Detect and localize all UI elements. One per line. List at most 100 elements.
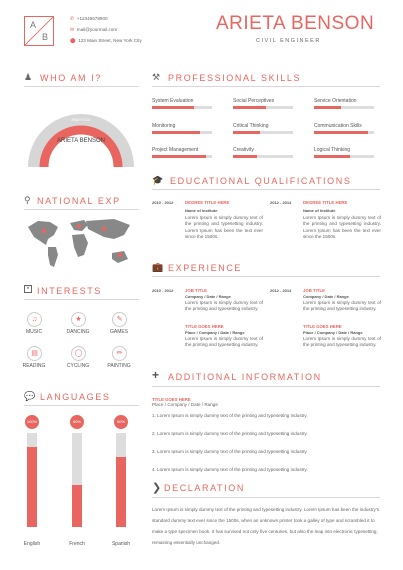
monogram-b: B — [42, 32, 49, 42]
edu-text: Lorem Ipsum is simply dummy text of the … — [303, 215, 381, 239]
skill-bar-track — [233, 131, 293, 134]
experience-title: EXPERIENCE — [168, 263, 243, 273]
edu-years: 2012 - 2014 — [270, 200, 292, 205]
edu-years: 2010 - 2012 — [152, 200, 174, 205]
language-bar-fill — [72, 484, 82, 527]
skill-bar-track — [152, 155, 212, 158]
monogram: A B — [24, 16, 54, 46]
edu-text: Lorem Ipsum is simply dummy text of the … — [185, 215, 263, 239]
skill-label: Logical Thinking — [314, 147, 351, 153]
skill-bar-fill — [233, 131, 260, 134]
skills-divider — [152, 86, 380, 87]
phone-text: +12345678900 — [76, 16, 108, 21]
personality-gauge: ARIETA BENSON ANALYTICAL — [28, 114, 134, 168]
interest-label: READING — [22, 363, 46, 369]
declaration-text: Lorem Ipsum is simply dummy text of the … — [152, 507, 380, 545]
exp-place: Place / Company / Date / Range — [303, 330, 363, 335]
experience-divider — [152, 276, 380, 277]
additional-item: 1. Lorem Ipsum is simply dummy text of t… — [152, 413, 308, 418]
exp-title2: TITLE GOES HERE — [303, 324, 342, 329]
exp-text2: Lorem Ipsum is simply dummy text of the … — [303, 336, 381, 348]
additional-item: 2. Lorem Ipsum is simply dummy text of t… — [152, 431, 308, 436]
skill-label: System Evaluation — [152, 98, 194, 104]
pin-icon: ⚲ — [24, 195, 31, 205]
interest-label: PAINTING — [107, 363, 131, 369]
additional-title: ADDITIONAL INFORMATION — [168, 372, 322, 382]
additional-item: 3. Lorem Ipsum is simply dummy text of t… — [152, 449, 308, 454]
interests-divider — [24, 299, 139, 300]
education-title: EDUCATIONAL QUALIFICATIONS — [170, 176, 352, 186]
contact-email: ✉ mail@yourmail.com — [70, 27, 117, 33]
location-icon: ⬤ — [70, 38, 76, 44]
interests-title: INTERESTS — [37, 286, 102, 296]
skill-bar-fill — [152, 131, 200, 134]
skill-label: Communication Skills — [314, 123, 362, 129]
skills-title: PROFESSIONAL SKILLS — [168, 73, 302, 83]
language-bar-track — [72, 433, 82, 527]
edu-degree: DEGREE TITLE HERE — [185, 200, 230, 205]
edu-degree: DEGREE TITLE HERE — [303, 200, 348, 205]
job-title: CIVIL ENGINEER — [256, 38, 321, 44]
skill-bar-track — [233, 155, 293, 158]
speech-bubble-icon: 💬 — [24, 391, 36, 401]
address-text: 123 Main Street, New York City — [78, 38, 142, 43]
exp-years: 2012 - 2014 — [270, 288, 292, 293]
world-map — [28, 219, 130, 267]
skill-bar-track — [152, 131, 212, 134]
declaration-title: DECLARATION — [164, 483, 245, 493]
skill-bar-track — [152, 106, 212, 109]
plus-icon: + — [152, 368, 160, 382]
painting-icon: ✏ — [112, 346, 127, 361]
skill-bar-track — [314, 155, 374, 158]
exp-text2: Lorem Ipsum is simply dummy text of the … — [185, 336, 263, 348]
exp-company: Company / Date / Range — [303, 294, 349, 299]
additional-heading: TITLE GOES HERE — [152, 397, 191, 402]
exp-title2: TITLE GOES HERE — [185, 324, 224, 329]
national-title: NATIONAL EXP — [37, 196, 121, 206]
interest-label: CYCLING — [66, 363, 90, 369]
language-bar-fill — [27, 447, 37, 527]
chevron-right-icon: ❯ — [152, 482, 162, 494]
interest-label: DANCING — [66, 329, 90, 335]
skills-icon: ⚒ — [152, 72, 161, 82]
who-title: WHO AM I? — [40, 73, 102, 83]
exp-job: JOB TITLE — [303, 288, 325, 293]
cycling-icon: ◯ — [71, 346, 86, 361]
skill-bar-fill — [314, 155, 350, 158]
skill-bar-fill — [152, 155, 206, 158]
declaration-divider — [152, 497, 380, 498]
gauge-center-label: ARIETA BENSON — [57, 138, 105, 144]
skill-bar-fill — [233, 155, 257, 158]
music-icon: ♫ — [27, 312, 42, 327]
gauge-label-top: ANALYTICAL — [71, 118, 90, 122]
skill-label: Project Management — [152, 147, 199, 153]
skill-bar-track — [314, 131, 374, 134]
skill-bar-fill — [314, 131, 368, 134]
skill-bar-fill — [233, 106, 266, 109]
mail-icon: ✉ — [70, 27, 75, 33]
exp-text: Lorem Ipsum is simply dummy text of the … — [185, 300, 263, 312]
exp-years: 2010 - 2012 — [152, 288, 174, 293]
phone-icon: ✆ — [70, 16, 75, 22]
skill-label: Social Perceptives — [233, 98, 275, 104]
skill-label: Creativity — [233, 147, 254, 153]
language-name: English — [23, 541, 41, 547]
additional-item: 4. Lorem Ipsum is simply dummy text of t… — [152, 467, 308, 472]
edu-institute: Name of Institute — [303, 208, 336, 213]
additional-sub: Place / Company / Date / Range — [152, 402, 218, 407]
monogram-diagonal — [24, 16, 54, 46]
exp-place: Place / Company / Date / Range — [185, 330, 245, 335]
email-text: mail@yourmail.com — [76, 27, 118, 32]
contact-phone: ✆ +12345678900 — [70, 16, 108, 22]
language-name: French — [69, 541, 85, 547]
dancing-icon: ★ — [71, 312, 86, 327]
who-divider — [24, 86, 139, 87]
language-percent: 90% — [114, 415, 128, 429]
education-divider — [152, 189, 380, 190]
exp-text: Lorem Ipsum is simply dummy text of the … — [303, 300, 381, 312]
graduation-cap-icon: 🎓 — [152, 175, 164, 185]
games-icon: ✎ — [112, 312, 127, 327]
contact-address: ⬤ 123 Main Street, New York City — [70, 38, 142, 44]
monogram-a: A — [30, 20, 37, 30]
language-percent: 60% — [70, 415, 84, 429]
